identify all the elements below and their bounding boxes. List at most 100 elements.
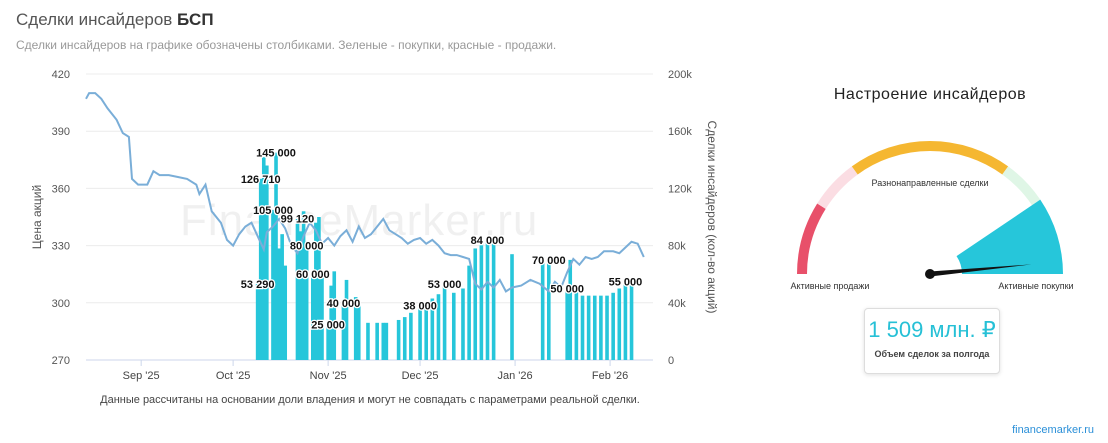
- trade-bar: [418, 305, 422, 360]
- trade-bar: [344, 279, 349, 360]
- trade-bar: [605, 295, 609, 360]
- trade-bar: [280, 234, 284, 360]
- y2-tick-label: 80k: [668, 241, 686, 253]
- trade-bar: [586, 295, 591, 360]
- trade-bar: [298, 231, 303, 360]
- trade-bar: [568, 259, 573, 360]
- gauge-segment-sell: [797, 203, 826, 275]
- bar-data-label: 99 120: [281, 213, 315, 225]
- trade-bar: [396, 319, 401, 360]
- y2-tick-label: 160k: [668, 126, 692, 138]
- trade-bar: [261, 156, 266, 360]
- trade-bar: [510, 254, 514, 360]
- chart-title: Сделки инсайдеров БСП: [16, 10, 214, 29]
- trade-bar: [461, 288, 465, 360]
- bar-data-label: 55 000: [609, 276, 643, 288]
- bar-data-label: 126 710: [241, 174, 281, 186]
- volume-card: 1 509 млн. ₽ Объем сделок за полгода: [864, 308, 1000, 374]
- bar-data-label: 53 290: [241, 279, 275, 291]
- gauge-segment-buy: [956, 199, 1063, 274]
- x-tick-label: Sep '25: [123, 370, 160, 382]
- trade-bar: [384, 322, 389, 360]
- ticker-name: БСП: [177, 10, 214, 29]
- insider-trades-chart: 270 300 330 360 390 420 0 40k 80k 120k 160k 200k Sep…: [30, 69, 719, 382]
- bar-data-label: 60 000: [296, 269, 330, 281]
- trade-bar: [265, 165, 269, 360]
- trade-bar: [366, 322, 370, 360]
- trade-bar: [301, 211, 306, 360]
- brand-link[interactable]: financemarker.ru: [1012, 424, 1094, 436]
- watermark: FinanceMarker.ru: [180, 196, 539, 245]
- y-tick-label: 330: [52, 241, 70, 253]
- trade-bar: [592, 295, 597, 360]
- gauge-label-sell: Активные продажи: [790, 281, 870, 291]
- trade-bar: [317, 217, 321, 360]
- trade-bar: [304, 245, 309, 360]
- y-tick-label: 390: [52, 126, 70, 138]
- trade-bar: [258, 178, 263, 360]
- bar-data-label: 70 000: [532, 255, 566, 267]
- data-footnote: Данные рассчитаны на основании доли влад…: [100, 394, 640, 406]
- trade-bar: [611, 292, 615, 360]
- trade-bar: [473, 248, 478, 360]
- gauge-segment-buy-light: [1002, 166, 1041, 206]
- bar-data-label: 145 000: [256, 148, 296, 160]
- trade-bar: [277, 248, 281, 360]
- bar-data-label: 80 000: [290, 241, 324, 253]
- trade-bar: [565, 288, 569, 360]
- gauge-label-buy: Активные покупки: [998, 281, 1074, 291]
- bar-data-label: 53 000: [428, 279, 462, 291]
- bar-data-label: 25 000: [311, 319, 345, 331]
- trade-bar: [409, 312, 413, 360]
- trade-bar: [314, 222, 318, 360]
- trade-bar: [540, 257, 545, 360]
- y-tick-label: 270: [52, 355, 70, 367]
- trade-bar: [271, 209, 275, 360]
- y2-tick-label: 120k: [668, 183, 692, 195]
- trade-bar: [629, 281, 634, 360]
- price-line: [85, 92, 645, 293]
- x-tick-label: Nov '25: [310, 370, 347, 382]
- trade-bar: [329, 285, 333, 360]
- trade-bar: [485, 239, 490, 360]
- y2-tick-label: 0: [668, 355, 674, 367]
- trade-bar: [580, 295, 585, 360]
- trade-bar: [442, 284, 447, 360]
- bar-data-label: 105 000: [253, 205, 293, 217]
- trade-bar: [332, 271, 337, 360]
- gauge-label-neutral: Разнонаправленные сделки: [871, 178, 989, 188]
- trade-bar: [617, 288, 622, 360]
- bar-data-label: 84 000: [471, 235, 505, 247]
- trade-bar: [274, 152, 278, 360]
- trade-bar: [283, 265, 288, 360]
- trade-bar: [436, 294, 441, 360]
- y2-axis-title: Сделки инсайдеров (кол-во акций): [705, 121, 719, 314]
- x-tick-label: Oct '25: [216, 370, 251, 382]
- trade-bar: [375, 322, 379, 360]
- gauge-title: Настроение инсайдеров: [833, 86, 1027, 103]
- trade-bar: [353, 297, 358, 360]
- trade-bar: [424, 302, 428, 360]
- volume-value: 1 509 млн. ₽: [868, 317, 996, 342]
- trade-bar: [546, 259, 551, 360]
- trade-bar: [479, 242, 484, 360]
- trade-bar: [430, 298, 435, 360]
- trade-bar: [295, 218, 300, 360]
- trade-bar: [255, 283, 260, 360]
- x-tick-label: Feb '26: [592, 370, 628, 382]
- gauge-needle: [929, 264, 1032, 277]
- trade-bar: [402, 317, 407, 360]
- trade-bar: [467, 265, 471, 360]
- x-tick-label: Dec '25: [402, 370, 439, 382]
- trade-bar: [574, 288, 579, 360]
- y2-tick-label: 40k: [668, 298, 686, 310]
- trade-bar: [451, 292, 456, 360]
- trade-bar: [623, 281, 628, 360]
- y2-tick-label: 200k: [668, 69, 692, 81]
- insider-sentiment-gauge: [797, 141, 1063, 279]
- trade-bar: [491, 242, 496, 360]
- trade-bar: [381, 322, 386, 360]
- chart-subtitle: Сделки инсайдеров на графике обозначены …: [16, 38, 557, 52]
- gauge-segment-sell-light: [817, 166, 858, 209]
- trade-bar: [320, 271, 324, 360]
